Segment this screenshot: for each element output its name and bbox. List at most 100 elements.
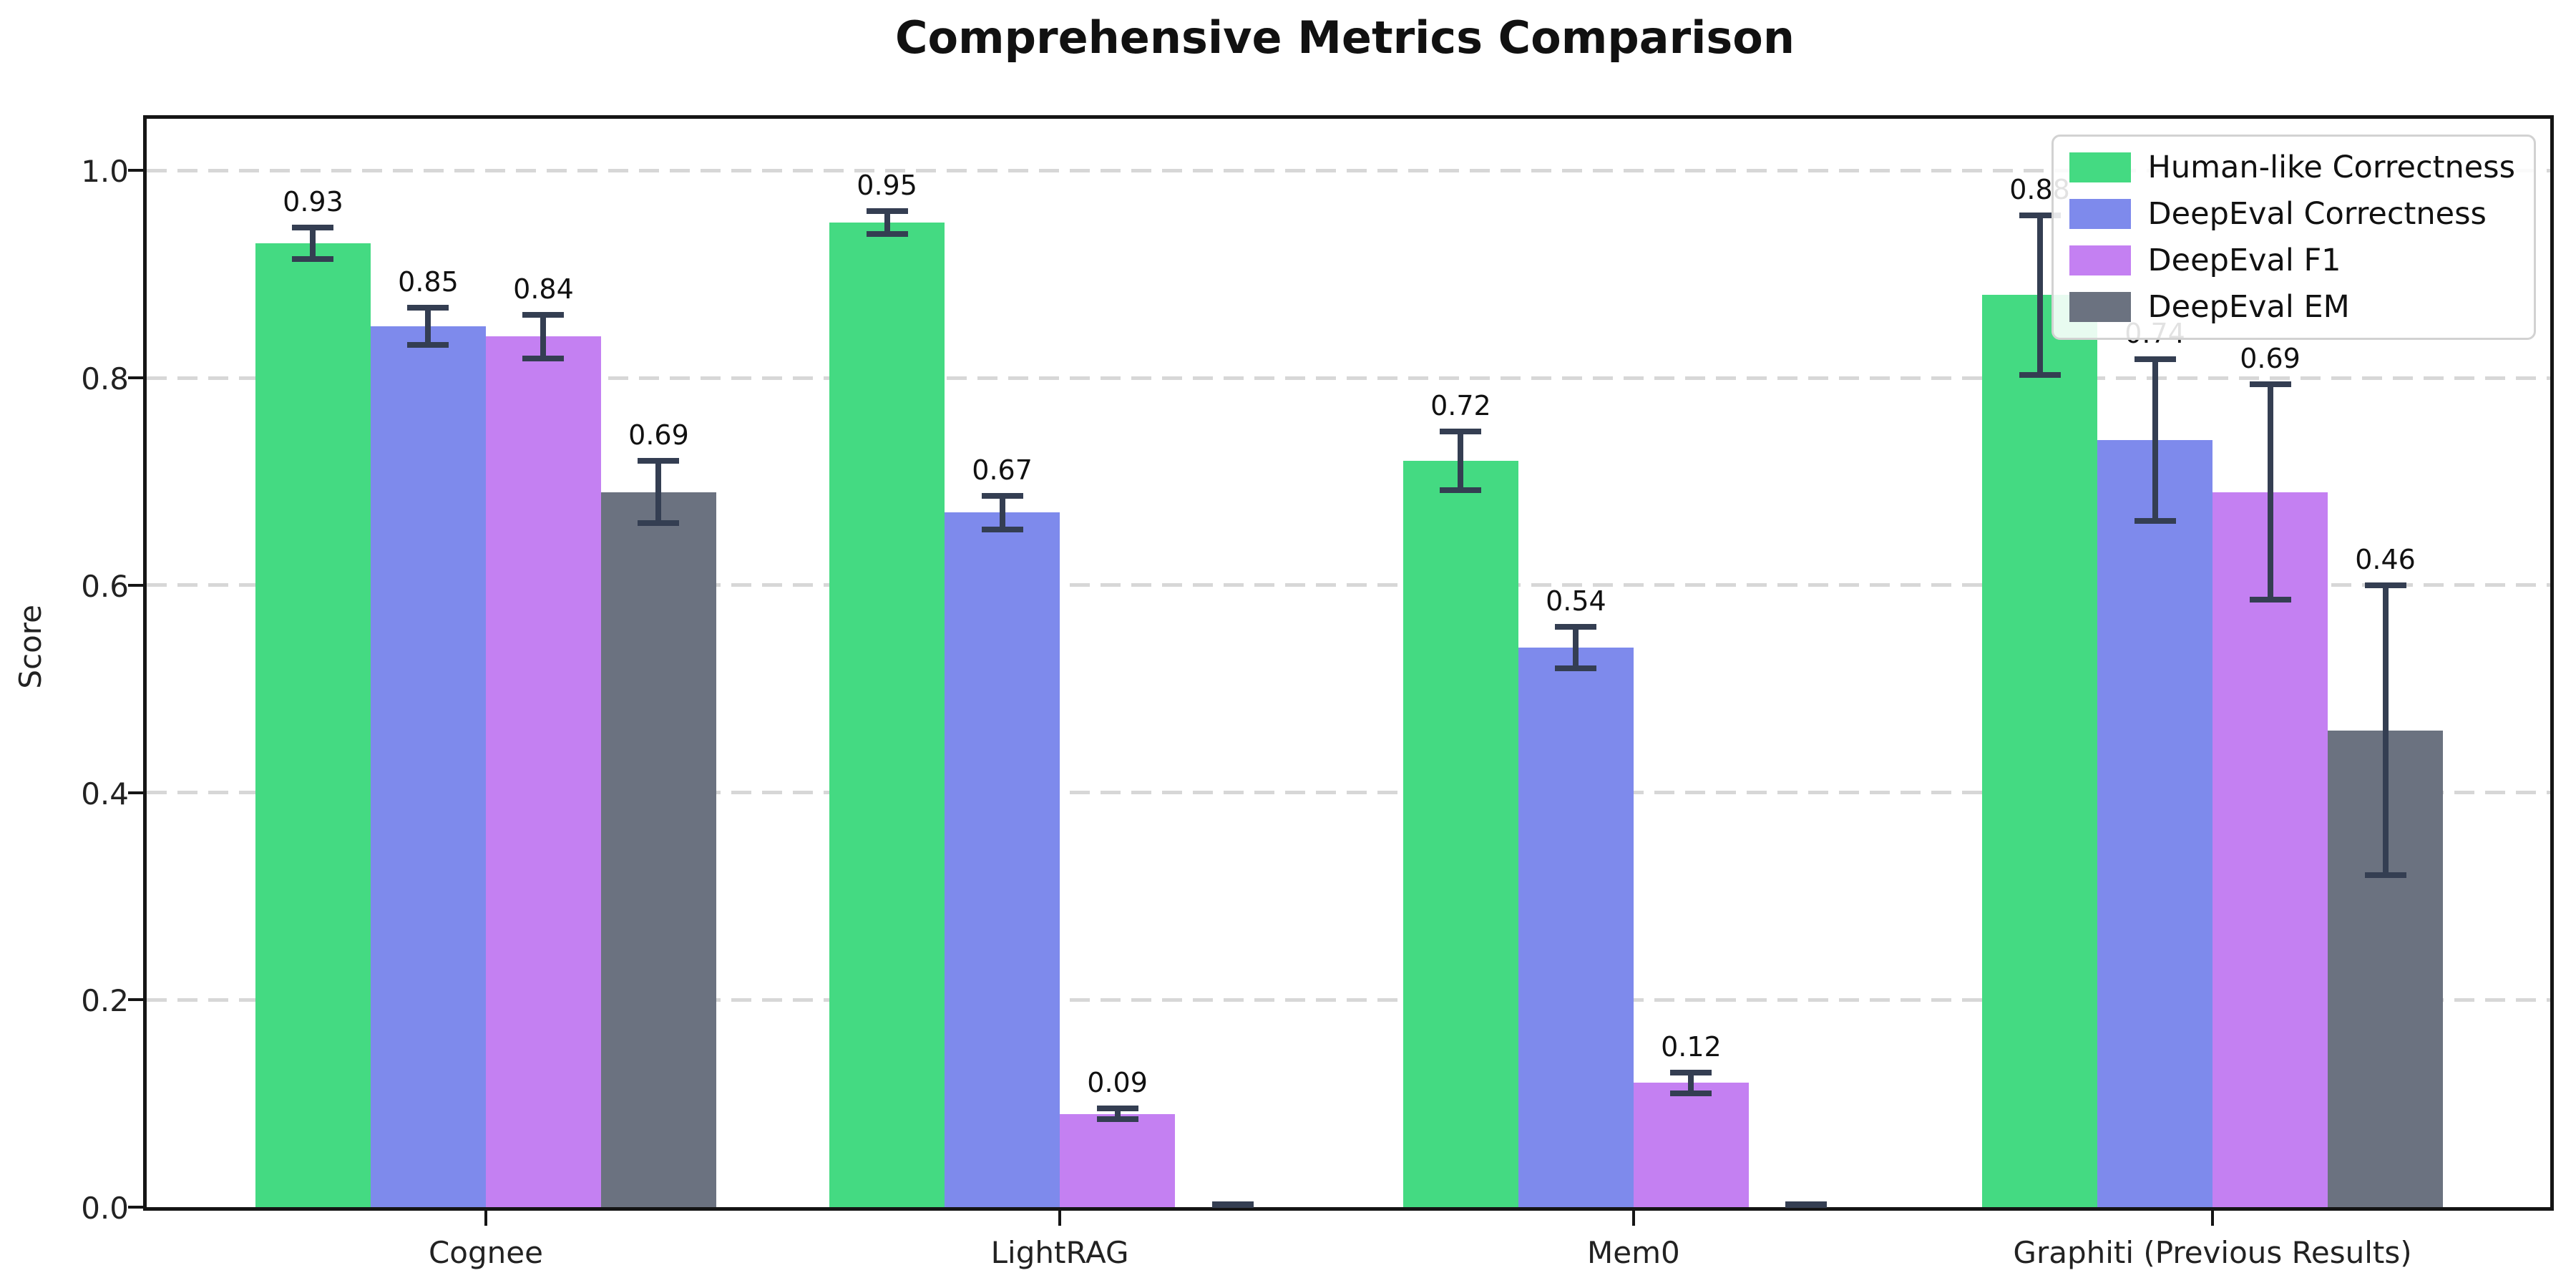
bar-human-like-correctness-graphiti-previous-results bbox=[1982, 295, 2098, 1207]
x-tick-label-mem0: Mem0 bbox=[1587, 1235, 1680, 1270]
error-cap-top-deepeval-correctness-graphiti-previous-results bbox=[2134, 356, 2176, 363]
error-bar-human-like-correctness-graphiti-previous-results bbox=[2036, 215, 2043, 375]
y-tick-label-0-6: 0.6 bbox=[81, 568, 129, 604]
error-cap-top-deepeval-correctness-mem0 bbox=[1555, 623, 1597, 630]
y-tick-mark-0-4 bbox=[128, 791, 143, 794]
value-label-deepeval-correctness-cognee: 0.85 bbox=[398, 265, 459, 298]
error-cap-bottom-deepeval-em-mem0 bbox=[1785, 1201, 1828, 1207]
plot-area: Human-like Correctness DeepEval Correctne… bbox=[81, 115, 2554, 1270]
error-cap-bottom-human-like-correctness-mem0 bbox=[1440, 487, 1482, 493]
legend-item-deepeval-em: DeepEval EM bbox=[2069, 289, 2515, 325]
error-bar-deepeval-correctness-lightrag bbox=[999, 496, 1005, 530]
value-label-deepeval-f1-cognee: 0.84 bbox=[513, 273, 574, 305]
y-tick-label-0-8: 0.8 bbox=[81, 361, 129, 397]
error-cap-bottom-deepeval-em-graphiti-previous-results bbox=[2364, 872, 2406, 879]
legend-swatch-human-like-correctness bbox=[2069, 152, 2131, 182]
error-bar-human-like-correctness-cognee bbox=[310, 228, 316, 259]
error-bar-deepeval-f1-cognee bbox=[540, 314, 547, 358]
error-bar-deepeval-f1-graphiti-previous-results bbox=[2267, 384, 2273, 600]
legend-swatch-deepeval-correctness bbox=[2069, 199, 2131, 229]
legend-swatch-deepeval-em bbox=[2069, 292, 2131, 322]
error-bar-deepeval-f1-lightrag bbox=[1114, 1108, 1121, 1119]
bar-human-like-correctness-mem0 bbox=[1402, 461, 1518, 1207]
bar-deepeval-f1-mem0 bbox=[1633, 1083, 1749, 1207]
error-cap-bottom-human-like-correctness-cognee bbox=[292, 255, 334, 262]
error-cap-top-deepeval-f1-lightrag bbox=[1096, 1106, 1138, 1112]
y-tick-mark-1-0 bbox=[128, 169, 143, 172]
legend-item-deepeval-correctness: DeepEval Correctness bbox=[2069, 196, 2515, 232]
legend-label-deepeval-correctness: DeepEval Correctness bbox=[2147, 196, 2487, 232]
legend-item-deepeval-f1: DeepEval F1 bbox=[2069, 243, 2515, 278]
error-bar-deepeval-correctness-graphiti-previous-results bbox=[2152, 359, 2158, 522]
bar-human-like-correctness-cognee bbox=[255, 243, 371, 1207]
bar-deepeval-f1-lightrag bbox=[1060, 1113, 1176, 1207]
bar-deepeval-correctness-cognee bbox=[370, 326, 486, 1207]
error-cap-bottom-deepeval-correctness-lightrag bbox=[981, 526, 1023, 532]
error-bar-deepeval-correctness-mem0 bbox=[1573, 626, 1579, 668]
value-label-deepeval-correctness-lightrag: 0.67 bbox=[972, 454, 1033, 487]
value-label-human-like-correctness-cognee: 0.93 bbox=[283, 186, 343, 218]
error-cap-top-human-like-correctness-graphiti-previous-results bbox=[2019, 212, 2061, 218]
error-cap-top-human-like-correctness-cognee bbox=[292, 225, 334, 231]
bar-deepeval-correctness-mem0 bbox=[1518, 647, 1634, 1207]
error-cap-top-human-like-correctness-lightrag bbox=[866, 208, 908, 214]
y-tick-label-0-4: 0.4 bbox=[81, 776, 129, 811]
error-cap-top-deepeval-f1-mem0 bbox=[1670, 1069, 1712, 1075]
legend: Human-like Correctness DeepEval Correctne… bbox=[2051, 135, 2536, 340]
error-cap-bottom-human-like-correctness-lightrag bbox=[866, 230, 908, 237]
value-label-deepeval-em-cognee: 0.69 bbox=[628, 419, 689, 452]
error-cap-top-human-like-correctness-mem0 bbox=[1440, 429, 1482, 435]
x-tick-mark-lightrag bbox=[1058, 1211, 1062, 1226]
value-label-deepeval-f1-mem0: 0.12 bbox=[1661, 1030, 1722, 1063]
chart-title: Comprehensive Metrics Comparison bbox=[894, 11, 1795, 64]
bar-deepeval-correctness-graphiti-previous-results bbox=[2097, 440, 2213, 1207]
y-tick-label-0-0: 0.0 bbox=[81, 1191, 129, 1226]
y-axis-title: Score bbox=[13, 605, 48, 689]
x-tick-label-graphiti-previous-results: Graphiti (Previous Results) bbox=[2013, 1235, 2412, 1270]
error-cap-bottom-deepeval-correctness-graphiti-previous-results bbox=[2134, 518, 2176, 525]
bar-human-like-correctness-lightrag bbox=[829, 222, 945, 1207]
gridline-0-8 bbox=[147, 376, 2550, 380]
error-cap-bottom-deepeval-f1-lightrag bbox=[1096, 1116, 1138, 1122]
legend-swatch-deepeval-f1 bbox=[2069, 245, 2131, 275]
y-tick-mark-0-2 bbox=[128, 998, 143, 1002]
error-cap-bottom-deepeval-em-cognee bbox=[638, 519, 680, 526]
error-bar-deepeval-f1-mem0 bbox=[1688, 1072, 1694, 1093]
error-cap-bottom-deepeval-correctness-cognee bbox=[407, 341, 449, 348]
value-label-deepeval-f1-graphiti-previous-results: 0.69 bbox=[2240, 342, 2301, 374]
error-bar-human-like-correctness-mem0 bbox=[1458, 431, 1464, 490]
legend-label-deepeval-f1: DeepEval F1 bbox=[2147, 243, 2341, 278]
y-tick-label-1-0: 1.0 bbox=[81, 154, 129, 190]
y-tick-mark-0-6 bbox=[128, 583, 143, 587]
y-tick-mark-0-8 bbox=[128, 376, 143, 380]
error-bar-human-like-correctness-lightrag bbox=[884, 210, 890, 234]
x-tick-label-lightrag: LightRAG bbox=[990, 1235, 1129, 1270]
error-cap-bottom-deepeval-f1-cognee bbox=[522, 355, 565, 361]
error-cap-bottom-deepeval-correctness-mem0 bbox=[1555, 665, 1597, 671]
error-cap-top-deepeval-correctness-lightrag bbox=[981, 493, 1023, 499]
error-cap-bottom-deepeval-f1-graphiti-previous-results bbox=[2249, 597, 2291, 603]
error-bar-deepeval-correctness-cognee bbox=[425, 307, 431, 345]
x-tick-mark-mem0 bbox=[1631, 1211, 1635, 1226]
gridline-0-6 bbox=[147, 583, 2550, 587]
error-cap-top-deepeval-em-graphiti-previous-results bbox=[2364, 582, 2406, 588]
value-label-human-like-correctness-mem0: 0.72 bbox=[1430, 390, 1491, 422]
bar-deepeval-em-cognee bbox=[600, 492, 716, 1207]
legend-item-human-like-correctness: Human-like Correctness bbox=[2069, 150, 2515, 185]
bar-deepeval-f1-graphiti-previous-results bbox=[2212, 492, 2328, 1207]
error-cap-top-deepeval-f1-graphiti-previous-results bbox=[2249, 381, 2291, 387]
error-bar-deepeval-em-graphiti-previous-results bbox=[2382, 585, 2389, 876]
x-tick-mark-graphiti-previous-results bbox=[2211, 1211, 2215, 1226]
error-cap-bottom-deepeval-em-lightrag bbox=[1211, 1201, 1254, 1207]
error-cap-top-deepeval-f1-cognee bbox=[522, 311, 565, 318]
value-label-human-like-correctness-lightrag: 0.95 bbox=[857, 169, 917, 201]
legend-label-human-like-correctness: Human-like Correctness bbox=[2147, 150, 2515, 185]
x-tick-label-cognee: Cognee bbox=[428, 1235, 543, 1270]
y-tick-mark-0-0 bbox=[128, 1206, 143, 1209]
value-label-deepeval-em-graphiti-previous-results: 0.46 bbox=[2355, 543, 2416, 575]
error-cap-top-deepeval-em-cognee bbox=[638, 458, 680, 464]
y-tick-label-0-2: 0.2 bbox=[81, 983, 129, 1019]
bar-deepeval-f1-cognee bbox=[485, 336, 601, 1207]
error-cap-bottom-human-like-correctness-graphiti-previous-results bbox=[2019, 371, 2061, 378]
